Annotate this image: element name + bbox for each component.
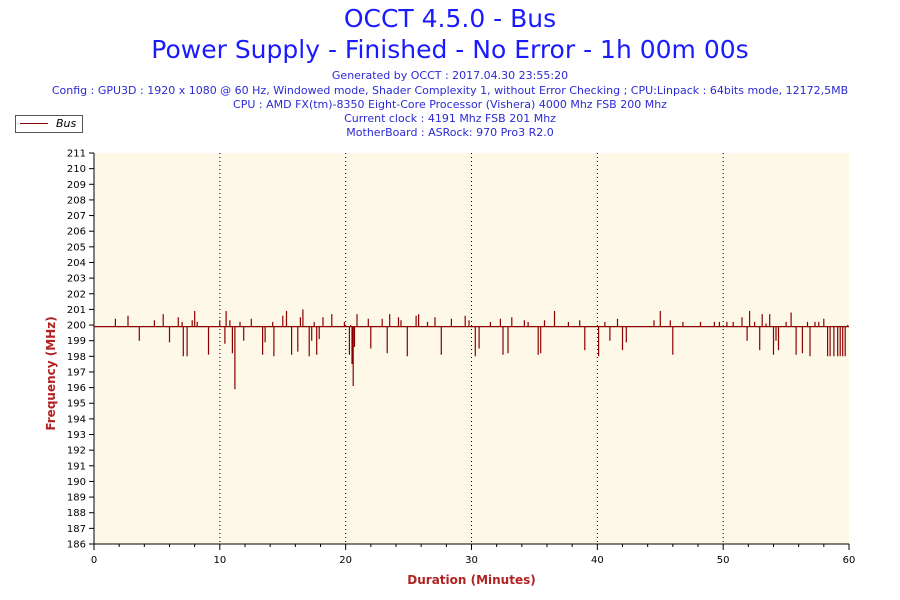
y-tick-label: 187 <box>67 524 86 535</box>
y-tick-label: 191 <box>67 461 86 472</box>
y-tick-label: 186 <box>67 540 86 551</box>
x-tick-label: 0 <box>91 555 97 566</box>
y-tick-label: 208 <box>67 195 86 206</box>
y-axis-label: Frequency (MHz) <box>44 316 58 430</box>
y-tick-label: 205 <box>67 242 86 253</box>
y-tick-label: 196 <box>67 383 86 394</box>
y-tick-label: 197 <box>67 367 86 378</box>
x-tick-label: 60 <box>843 555 856 566</box>
generated-info: Generated by OCCT : 2017.04.30 23:55:20 <box>331 69 569 82</box>
y-tick-label: 200 <box>67 321 86 332</box>
y-tick-label: 189 <box>67 493 86 504</box>
x-tick-label: 40 <box>591 555 604 566</box>
chart-subtitle: Power Supply - Finished - No Error - 1h … <box>151 35 749 64</box>
y-tick-label: 211 <box>67 149 86 160</box>
y-tick-label: 207 <box>67 211 86 222</box>
plot-area <box>94 153 849 544</box>
chart-title: OCCT 4.5.0 - Bus <box>343 4 557 33</box>
x-axis-label: Duration (Minutes) <box>407 573 535 587</box>
x-tick-label: 20 <box>339 555 352 566</box>
x-tick-label: 50 <box>717 555 730 566</box>
y-tick-label: 202 <box>67 289 86 300</box>
y-tick-label: 199 <box>67 336 86 347</box>
motherboard-info: MotherBoard : ASRock: 970 Pro3 R2.0 <box>346 126 554 139</box>
legend-swatch <box>20 123 48 124</box>
legend-label: Bus <box>56 117 77 130</box>
y-tick-label: 210 <box>67 164 86 175</box>
y-tick-label: 201 <box>67 305 86 316</box>
y-tick-label: 206 <box>67 227 86 238</box>
y-tick-label: 195 <box>67 399 86 410</box>
cpu-info: CPU : AMD FX(tm)-8350 Eight-Core Process… <box>233 98 667 111</box>
legend: Bus <box>15 115 83 133</box>
y-tick-label: 193 <box>67 430 86 441</box>
y-tick-label: 209 <box>67 180 86 191</box>
y-tick-label: 188 <box>67 508 86 519</box>
config-info: Config : GPU3D : 1920 x 1080 @ 60 Hz, Wi… <box>51 84 849 97</box>
y-tick-label: 192 <box>67 446 86 457</box>
x-tick-label: 10 <box>213 555 226 566</box>
y-tick-label: 203 <box>67 274 86 285</box>
y-tick-label: 190 <box>67 477 86 488</box>
y-tick-label: 204 <box>67 258 86 269</box>
y-tick-label: 194 <box>67 414 86 425</box>
y-tick-label: 198 <box>67 352 86 363</box>
series-line-bus <box>94 309 849 390</box>
x-tick-label: 30 <box>465 555 478 566</box>
clock-info: Current clock : 4191 Mhz FSB 201 Mhz <box>344 112 556 125</box>
